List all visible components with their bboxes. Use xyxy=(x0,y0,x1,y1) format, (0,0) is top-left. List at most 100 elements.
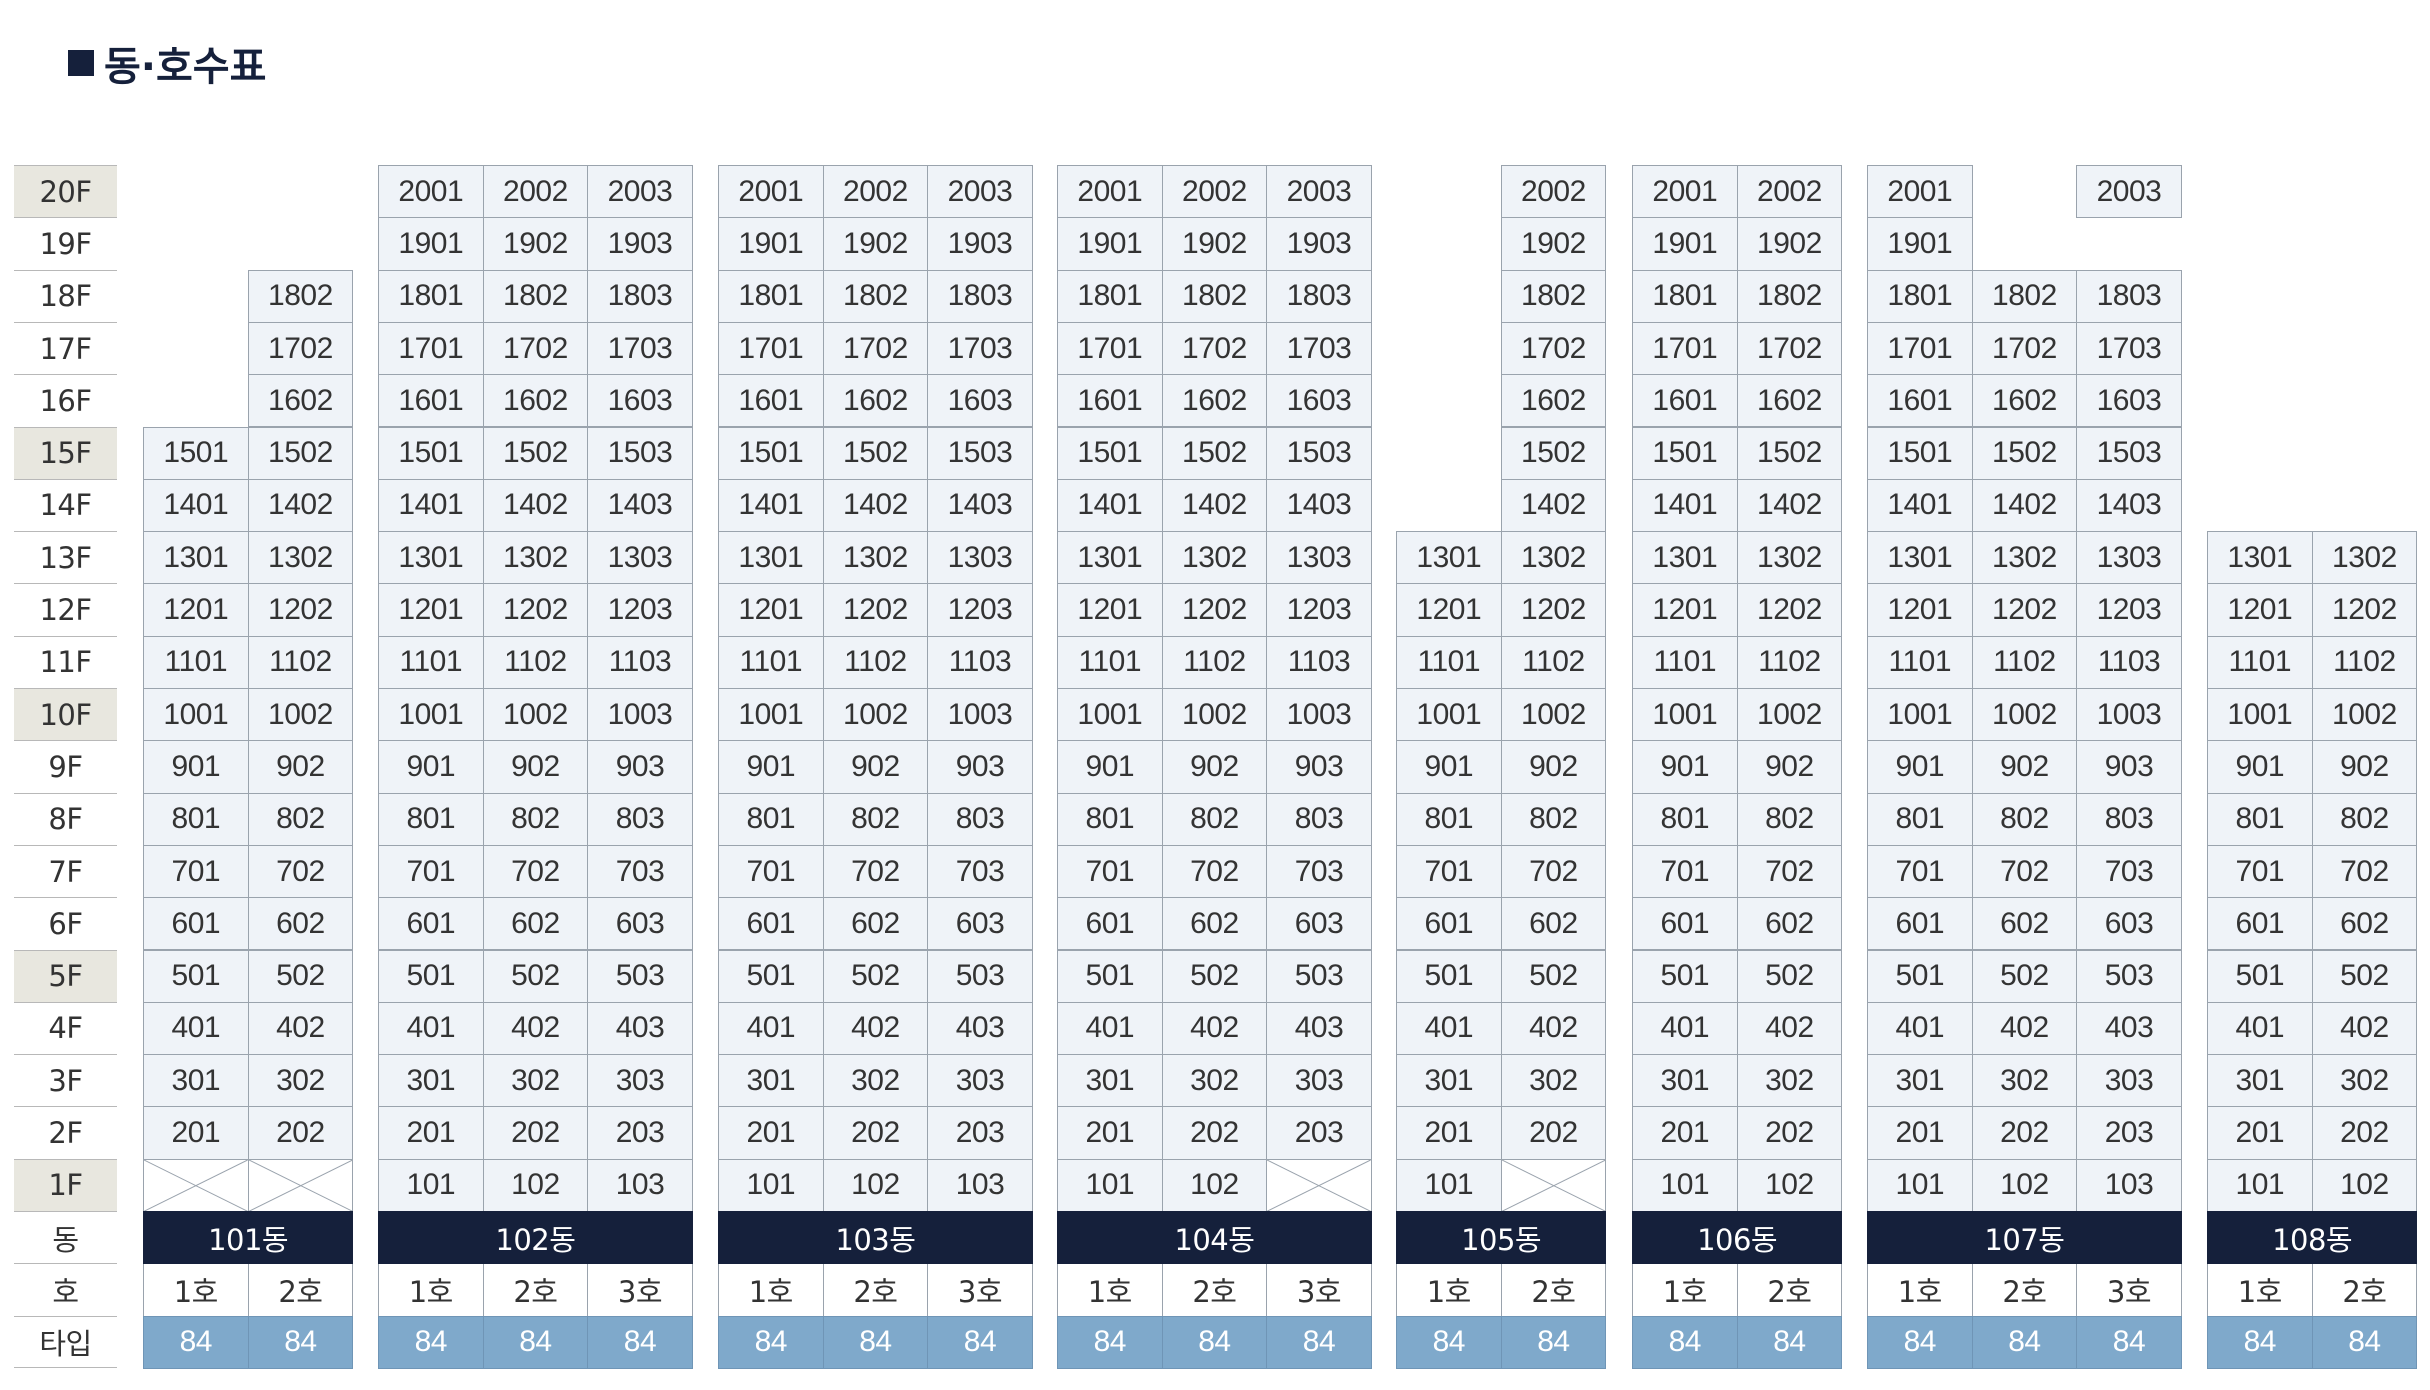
unit-cell: 401 xyxy=(1057,1001,1163,1056)
unit-cell: 201 xyxy=(2207,1106,2313,1160)
unit-cell: 102 xyxy=(2311,1158,2418,1212)
dong-header: 108동 xyxy=(2207,1211,2418,1265)
unit-cell: 1502 xyxy=(1161,426,1268,480)
unit-cell: 1201 xyxy=(1396,583,1502,637)
unit-cell: 903 xyxy=(1266,740,1372,794)
unit-cell: 2002 xyxy=(822,165,929,219)
unit-cell: 1701 xyxy=(718,321,824,376)
unit-cell: 1203 xyxy=(1266,583,1372,637)
unit-cell: 1402 xyxy=(1971,478,2078,533)
unit-cell: 403 xyxy=(1266,1001,1372,1056)
unit-cell: 1903 xyxy=(927,217,1033,271)
unit-cell: 801 xyxy=(1632,792,1738,846)
ho-cell: 1호 xyxy=(1867,1263,1973,1317)
unit-cell: 603 xyxy=(1266,897,1372,951)
floor-label: 9F xyxy=(14,740,117,793)
dong-header: 103동 xyxy=(718,1211,1033,1265)
empty-unit-cell xyxy=(1500,1158,1607,1212)
unit-cell: 1103 xyxy=(927,635,1033,689)
unit-cell: 1803 xyxy=(587,269,693,323)
unit-cell: 1101 xyxy=(1396,635,1502,689)
unit-cell: 101 xyxy=(378,1158,484,1212)
unit-cell: 1303 xyxy=(1266,531,1372,585)
unit-cell: 801 xyxy=(143,792,249,846)
unit-cell: 703 xyxy=(587,844,693,899)
unit-cell: 1902 xyxy=(482,217,589,271)
unit-cell: 2003 xyxy=(927,165,1033,219)
unit-cell: 1602 xyxy=(822,374,929,428)
ho-cell: 2호 xyxy=(2311,1263,2418,1317)
unit-cell: 1401 xyxy=(718,478,824,533)
unit-cell: 1601 xyxy=(1057,374,1163,428)
unit-cell: 402 xyxy=(1736,1001,1843,1056)
unit-cell: 1403 xyxy=(2076,478,2182,533)
unit-cell: 1001 xyxy=(1867,688,1973,742)
unit-cell: 201 xyxy=(1867,1106,1973,1160)
unit-cell: 1601 xyxy=(1632,374,1738,428)
unit-cell: 1503 xyxy=(927,426,1033,480)
unit-cell: 1501 xyxy=(143,426,249,480)
unit-cell: 1202 xyxy=(822,583,929,637)
unit-cell: 202 xyxy=(2311,1106,2418,1160)
unit-cell: 1702 xyxy=(822,321,929,376)
unit-cell: 1002 xyxy=(1736,688,1843,742)
unit-cell: 402 xyxy=(1161,1001,1268,1056)
cross-mark-icon xyxy=(249,1160,353,1211)
unit-cell: 602 xyxy=(2311,897,2418,951)
unit-cell: 1502 xyxy=(1736,426,1843,480)
unit-cell: 301 xyxy=(1867,1054,1973,1108)
floor-label: 5F xyxy=(14,949,117,1002)
unit-cell: 1802 xyxy=(1161,269,1268,323)
unit-cell: 103 xyxy=(587,1158,693,1212)
unit-cell: 402 xyxy=(482,1001,589,1056)
unit-cell: 902 xyxy=(247,740,354,794)
unit-cell: 1101 xyxy=(1057,635,1163,689)
unit-cell: 203 xyxy=(1266,1106,1372,1160)
unit-cell: 801 xyxy=(378,792,484,846)
unit-cell: 502 xyxy=(1161,949,1268,1003)
floor-label: 8F xyxy=(14,792,117,845)
unit-cell: 401 xyxy=(718,1001,824,1056)
ho-cell: 2호 xyxy=(822,1263,929,1317)
floor-label: 7F xyxy=(14,844,117,898)
type-cell: 84 xyxy=(822,1315,929,1369)
unit-cell: 202 xyxy=(1971,1106,2078,1160)
ho-cell: 3호 xyxy=(2076,1263,2182,1317)
unit-cell: 1802 xyxy=(1500,269,1607,323)
unit-cell: 1602 xyxy=(247,374,354,428)
unit-cell: 101 xyxy=(1632,1158,1738,1212)
unit-cell: 501 xyxy=(1057,949,1163,1003)
unit-cell: 2002 xyxy=(482,165,589,219)
dong-header: 104동 xyxy=(1057,1211,1372,1265)
unit-cell: 301 xyxy=(1057,1054,1163,1108)
unit-cell: 2001 xyxy=(1057,165,1163,219)
unit-cell: 701 xyxy=(1057,844,1163,899)
type-cell: 84 xyxy=(2311,1315,2418,1369)
unit-cell: 301 xyxy=(378,1054,484,1108)
unit-cell: 103 xyxy=(927,1158,1033,1212)
unit-cell: 202 xyxy=(1736,1106,1843,1160)
unit-cell: 502 xyxy=(1500,949,1607,1003)
unit-cell: 702 xyxy=(247,844,354,899)
unit-cell: 702 xyxy=(1500,844,1607,899)
empty-unit-cell xyxy=(247,1158,354,1212)
unit-cell: 501 xyxy=(378,949,484,1003)
ho-cell: 3호 xyxy=(927,1263,1033,1317)
unit-cell: 1201 xyxy=(2207,583,2313,637)
unit-cell: 1802 xyxy=(247,269,354,323)
unit-cell: 302 xyxy=(247,1054,354,1108)
unit-cell: 1502 xyxy=(822,426,929,480)
unit-cell: 1303 xyxy=(587,531,693,585)
type-cell: 84 xyxy=(2076,1315,2182,1369)
unit-cell: 201 xyxy=(1396,1106,1502,1160)
unit-cell: 1302 xyxy=(822,531,929,585)
unit-cell: 1001 xyxy=(1057,688,1163,742)
unit-cell: 102 xyxy=(1736,1158,1843,1212)
unit-cell: 601 xyxy=(1632,897,1738,951)
unit-cell: 302 xyxy=(1971,1054,2078,1108)
unit-cell: 1401 xyxy=(1867,478,1973,533)
unit-cell: 201 xyxy=(143,1106,249,1160)
unit-cell: 1002 xyxy=(1971,688,2078,742)
unit-cell: 602 xyxy=(482,897,589,951)
ho-cell: 2호 xyxy=(1161,1263,1268,1317)
